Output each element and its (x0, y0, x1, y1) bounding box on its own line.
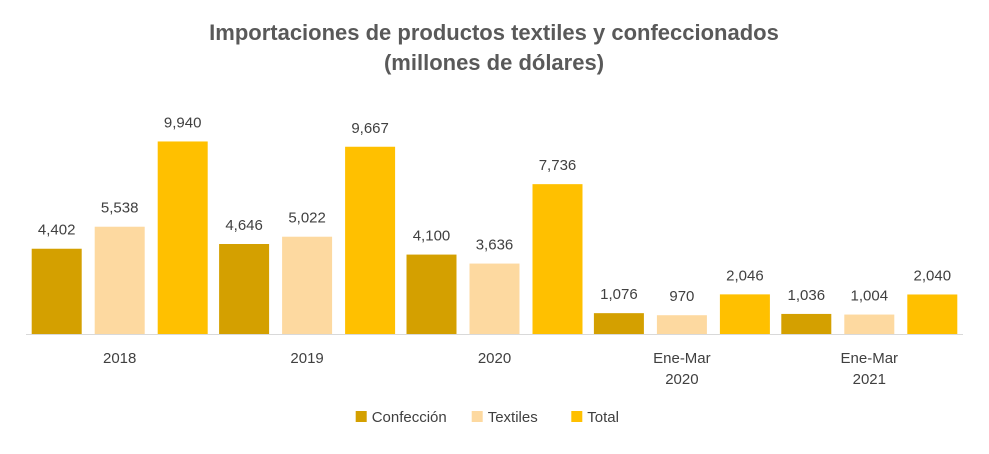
bar-textiles-3 (656, 315, 707, 334)
chart-title-line-2: (millones de dólares) (384, 50, 604, 75)
bar-textiles-4 (844, 314, 895, 334)
data-label-textiles-2: 3,636 (476, 237, 514, 254)
category-label-4-0: Ene-Mar (841, 350, 899, 367)
legend-swatch-confección (355, 411, 367, 422)
category-label-4-1: 2021 (853, 371, 886, 388)
category-label-1-0: 2019 (290, 350, 323, 367)
legend-label-total: Total (587, 409, 619, 426)
legend-swatch-total (571, 411, 583, 422)
bar-confección-4 (781, 313, 832, 334)
category-label-0-0: 2018 (103, 350, 136, 367)
data-label-confección-3: 1,076 (600, 286, 638, 303)
bar-confección-0 (31, 248, 82, 334)
category-label-3-0: Ene-Mar (653, 350, 711, 367)
data-label-confección-2: 4,100 (413, 228, 451, 245)
legend-label-confección: Confección (372, 409, 447, 426)
data-label-total-2: 7,736 (539, 157, 577, 174)
bar-textiles-2 (469, 263, 520, 334)
data-label-total-0: 9,940 (164, 114, 202, 131)
legend-swatch-textiles (471, 411, 483, 422)
bar-total-2 (532, 184, 583, 334)
data-label-textiles-3: 970 (669, 288, 694, 305)
data-label-total-4: 2,040 (914, 267, 952, 284)
bar-total-3 (719, 294, 770, 334)
bar-textiles-1 (282, 236, 333, 334)
legend-label-textiles: Textiles (488, 409, 538, 426)
data-label-textiles-4: 1,004 (851, 288, 889, 305)
data-label-textiles-1: 5,022 (288, 210, 326, 227)
legend: Confección Textiles Total (355, 409, 619, 426)
data-label-confección-4: 1,036 (788, 287, 826, 304)
bar-confección-1 (219, 244, 270, 334)
bar-textiles-0 (94, 226, 145, 334)
chart-title-line-1: Importaciones de productos textiles y co… (209, 20, 779, 45)
data-label-total-1: 9,667 (351, 120, 389, 137)
data-label-confección-0: 4,402 (38, 222, 76, 239)
bar-total-0 (157, 141, 208, 334)
data-label-total-3: 2,046 (726, 267, 764, 284)
plot-area: 4,402 5,538 9,940 2018 4,646 5,022 9,667 2019 4,… (26, 114, 963, 388)
data-label-textiles-0: 5,538 (101, 200, 139, 217)
bar-confección-2 (406, 254, 457, 334)
bar-total-1 (345, 146, 396, 334)
category-label-3-1: 2020 (665, 371, 698, 388)
bar-confección-3 (593, 313, 644, 334)
category-label-2-0: 2020 (478, 350, 511, 367)
bar-total-4 (907, 294, 958, 334)
data-label-confección-1: 4,646 (225, 217, 263, 234)
